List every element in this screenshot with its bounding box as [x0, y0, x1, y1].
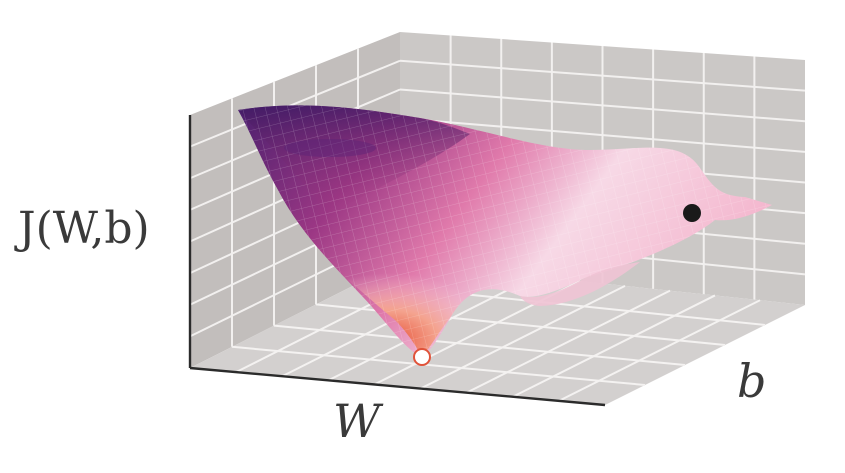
grid-line [512, 294, 716, 398]
grid-line [399, 117, 806, 153]
grid-line [399, 88, 806, 123]
grid-line [231, 345, 646, 386]
axis-edges [188, 115, 606, 407]
grid-line [273, 324, 686, 366]
black-dot-icon [683, 204, 701, 222]
grid-line [399, 59, 806, 92]
cost-surface [238, 105, 772, 357]
white-dot-icon [413, 348, 431, 366]
z-axis-label: J(W,b) [18, 203, 150, 254]
grid-line [420, 284, 626, 390]
grid-line [558, 299, 761, 402]
grid-line [466, 289, 671, 394]
grid-line [189, 59, 401, 148]
y-axis-label: b [737, 354, 767, 408]
x-axis-label: W [333, 394, 381, 448]
